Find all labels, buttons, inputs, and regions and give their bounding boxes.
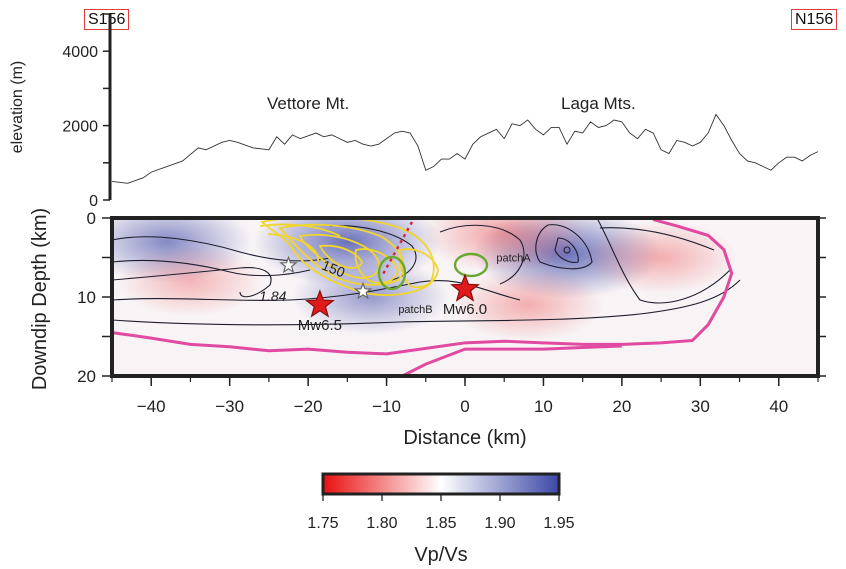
patch-label: patchB bbox=[398, 304, 432, 316]
x-tick-label: 30 bbox=[691, 397, 710, 416]
vpvs-anomaly bbox=[585, 220, 738, 295]
y-tick-label: 0 bbox=[87, 209, 96, 228]
aftershock-star bbox=[279, 255, 298, 274]
x-tick-label: 10 bbox=[534, 397, 553, 416]
slip-patch-outline bbox=[453, 252, 489, 278]
slip-contour-yellow bbox=[298, 233, 380, 279]
patch-label: patchA bbox=[496, 252, 531, 264]
aftershock-star bbox=[353, 281, 373, 300]
colorbar-title: Vp/Vs bbox=[414, 544, 467, 566]
contour-label: 1.84 bbox=[259, 288, 286, 304]
elevation-tick-label: 4000 bbox=[62, 44, 98, 61]
vpvs-contour-line bbox=[112, 236, 331, 262]
mainshock-label: Mw6.5 bbox=[298, 317, 342, 334]
y-tick-label: 20 bbox=[77, 367, 96, 386]
colorbar-tick-label: 1.85 bbox=[425, 515, 456, 532]
y-tick-label: 10 bbox=[77, 288, 96, 307]
vpvs-contour-line bbox=[112, 267, 272, 298]
elevation-axis: 0 2000 4000 elevation (m) bbox=[9, 13, 112, 210]
vpvs-contour-line bbox=[112, 279, 741, 326]
elevation-tick-label: 0 bbox=[89, 193, 98, 210]
colorbar-ramp bbox=[321, 472, 561, 496]
y-axis-title: Downdip Depth (km) bbox=[29, 208, 51, 390]
x-tick-label: 0 bbox=[460, 397, 469, 416]
slip-contour-yellow bbox=[278, 223, 405, 286]
vpvs-pink-contour bbox=[112, 218, 734, 356]
vpvs-anomaly bbox=[291, 258, 450, 336]
section-axis: −40 −30 −20 −10 0 10 20 30 40 Distance (km) 0 10 20 D… bbox=[29, 208, 826, 449]
vpvs-contour-line bbox=[535, 224, 593, 270]
section-frame bbox=[110, 216, 820, 378]
vpvs-contour-line bbox=[563, 246, 571, 254]
elevation-annotation: Laga Mts. bbox=[561, 94, 636, 113]
vpvs-contour-line bbox=[599, 227, 715, 251]
elevation-annotations: Vettore Mt. Laga Mts. bbox=[267, 94, 636, 113]
colorbar: 1.75 1.80 1.85 1.90 1.95 Vp/Vs bbox=[307, 472, 575, 566]
elevation-profile bbox=[111, 113, 819, 184]
elevation-annotation: Vettore Mt. bbox=[267, 94, 349, 113]
elevation-tick-label: 2000 bbox=[62, 119, 98, 136]
vpvs-contour-line bbox=[329, 225, 417, 281]
vpvs-anomaly bbox=[422, 218, 587, 274]
fault-trace bbox=[380, 221, 414, 277]
section-label-left: S156 bbox=[84, 9, 130, 30]
slip-contour-yellow bbox=[398, 248, 439, 289]
x-axis-title: Distance (km) bbox=[403, 427, 526, 449]
colorbar-tick-label: 1.75 bbox=[307, 515, 338, 532]
colorbar-tick-label: 1.95 bbox=[543, 515, 574, 532]
x-tick-label: 40 bbox=[769, 397, 788, 416]
x-tick-label: 20 bbox=[612, 397, 631, 416]
vpvs-field bbox=[112, 218, 818, 376]
x-tick-label: −20 bbox=[294, 397, 323, 416]
x-tick-label: −10 bbox=[372, 397, 401, 416]
vpvs-contours bbox=[112, 218, 741, 376]
mainshock-label: Mw6.0 bbox=[443, 301, 487, 318]
slip-patch-outline bbox=[377, 255, 407, 291]
section-label-right: N156 bbox=[791, 9, 838, 30]
x-tick-label: −30 bbox=[215, 397, 244, 416]
vpvs-anomaly bbox=[117, 245, 264, 317]
vpvs-pink-contour bbox=[398, 344, 622, 376]
x-tick-label: −40 bbox=[137, 397, 166, 416]
elevation-series-line bbox=[111, 113, 819, 184]
vpvs-contour-line bbox=[439, 224, 525, 285]
vpvs-contour-line bbox=[554, 237, 579, 263]
mainshock-star bbox=[304, 289, 335, 318]
colorbar-tick-label: 1.80 bbox=[366, 515, 397, 532]
elevation-axis-title: elevation (m) bbox=[9, 61, 26, 153]
vpvs-contour-line bbox=[112, 259, 311, 277]
slip-contour-yellow bbox=[354, 248, 399, 284]
vpvs-anomaly bbox=[451, 268, 604, 342]
slip-contour-yellow bbox=[259, 223, 341, 237]
vpvs-contour-line bbox=[597, 219, 731, 304]
mainshock-star bbox=[450, 273, 480, 302]
slip-contour-yellow bbox=[267, 233, 319, 263]
colorbar-tick-label: 1.90 bbox=[484, 515, 515, 532]
slip-contour-yellow bbox=[318, 244, 363, 269]
